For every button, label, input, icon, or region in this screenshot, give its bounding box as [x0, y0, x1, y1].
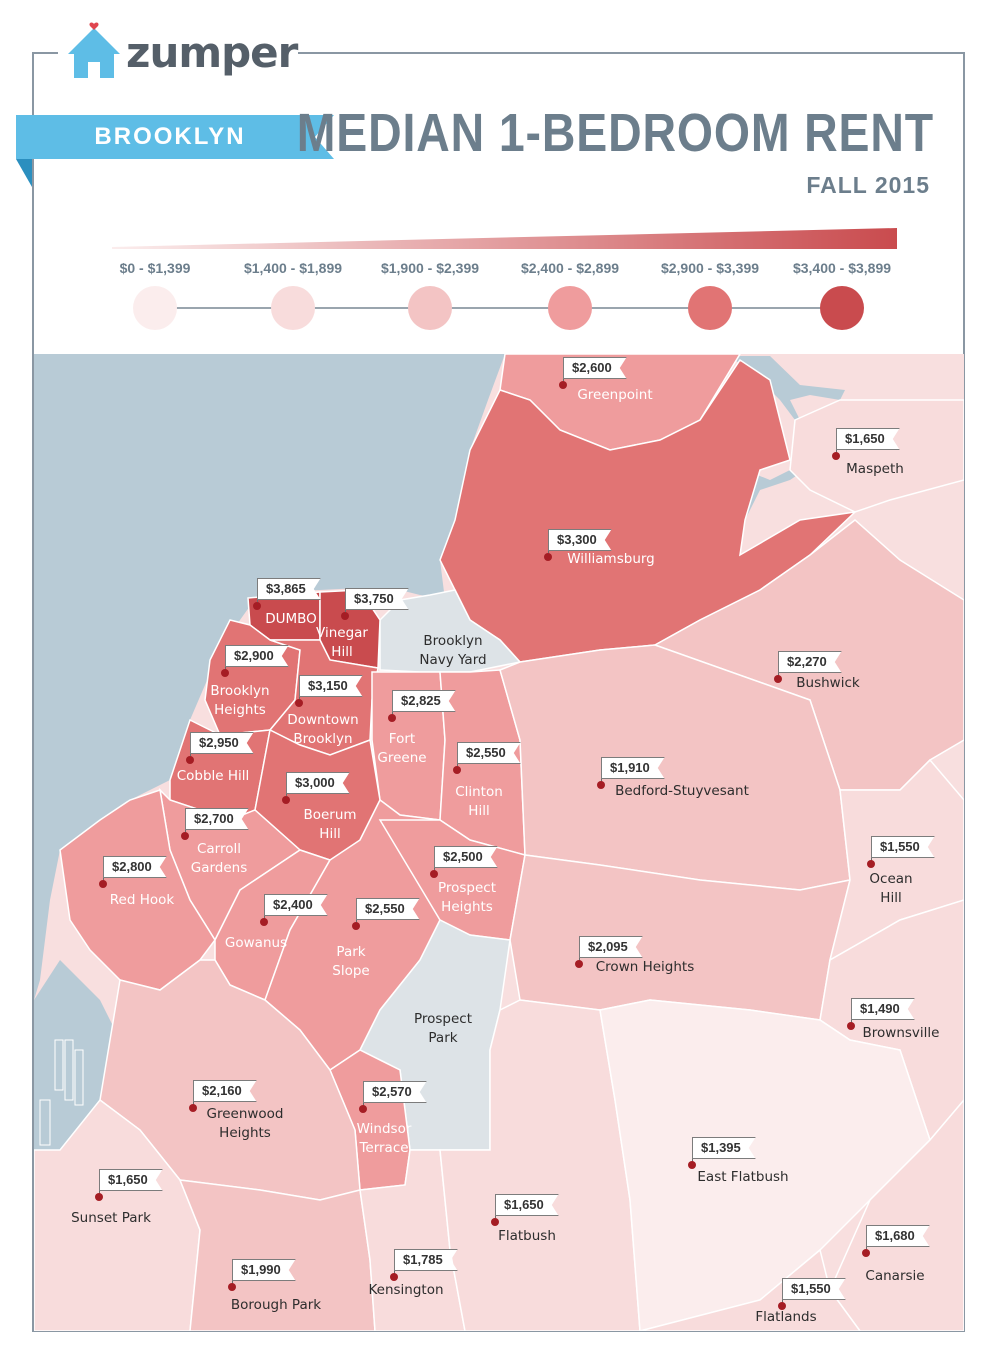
- legend-label: $2,900 - $3,399: [660, 260, 760, 276]
- region-flatlands: [639, 1248, 861, 1331]
- borough-ribbon: [16, 115, 334, 159]
- ribbon-fold: [16, 159, 32, 187]
- brooklyn-map: [34, 354, 964, 1331]
- legend-swatch: [688, 286, 732, 330]
- page-subtitle: FALL 2015: [806, 172, 930, 198]
- zumper-logo[interactable]: zumper: [58, 20, 298, 86]
- house-logo-icon: [68, 22, 120, 78]
- legend-swatch: [271, 286, 315, 330]
- region-borough-park: [178, 1179, 376, 1331]
- map-frame: [32, 52, 965, 1332]
- borough-label: BROOKLYN: [94, 123, 246, 150]
- legend-swatch: [548, 286, 592, 330]
- legend-gradient-bar: [112, 228, 897, 249]
- legend-label: $2,400 - $2,899: [520, 260, 620, 276]
- page-title: MEDIAN 1-BEDROOM RENT: [296, 103, 934, 163]
- piers: [39, 1039, 84, 1146]
- legend-swatch: [820, 286, 864, 330]
- brand-name: zumper: [126, 28, 298, 77]
- legend-label: $1,400 - $1,899: [243, 260, 343, 276]
- legend-connector: [155, 307, 845, 309]
- legend-label: $1,900 - $2,399: [380, 260, 480, 276]
- legend-swatch: [133, 286, 177, 330]
- region-maspeth: [789, 399, 964, 513]
- legend-swatch: [408, 286, 452, 330]
- legend-label: $0 - $1,399: [119, 260, 191, 276]
- region-fort-greene: [371, 671, 446, 821]
- legend-label: $3,400 - $3,899: [792, 260, 892, 276]
- east-river: [34, 354, 505, 1000]
- newtown-creek: [725, 356, 845, 545]
